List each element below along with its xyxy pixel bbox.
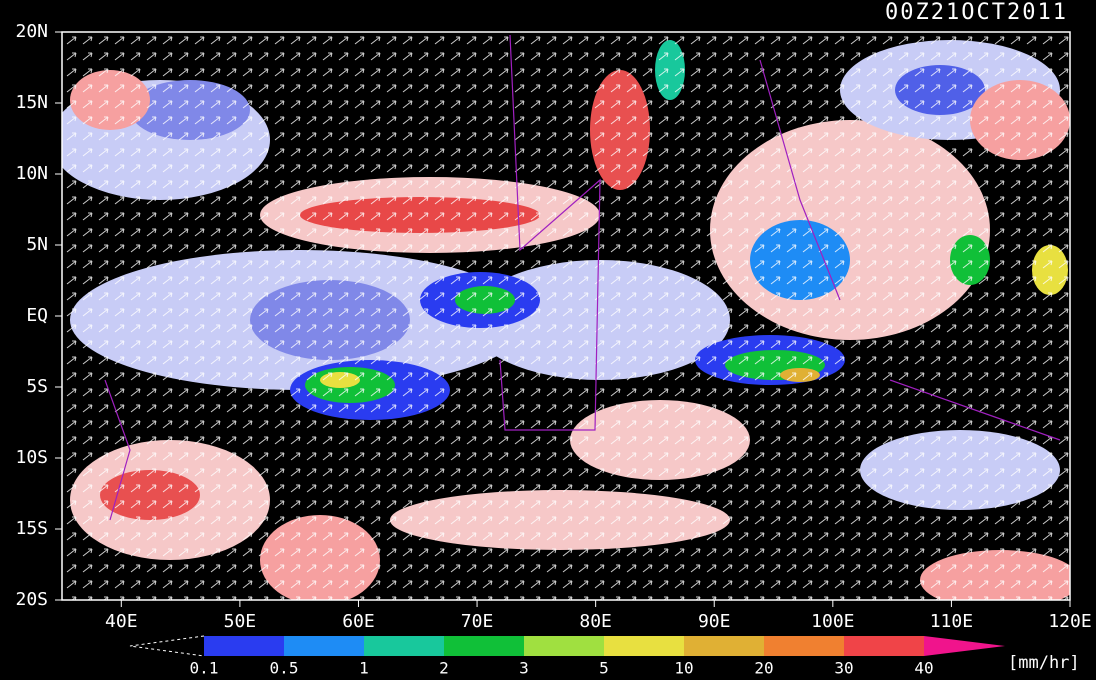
- colorbar-label: 0.5: [270, 659, 299, 678]
- lat-label: 15N: [15, 92, 48, 113]
- lon-label: 60E: [342, 611, 375, 632]
- colorbar-over: [924, 636, 1005, 656]
- colorbar-under: [129, 635, 205, 657]
- colorbar-label: 5: [599, 659, 609, 678]
- lat-label: 10S: [15, 447, 48, 468]
- lat-label: 20N: [15, 21, 48, 42]
- colorbar-segment: [684, 636, 764, 656]
- colorbar-label: 0.1: [190, 659, 219, 678]
- colorbar-segment: [364, 636, 444, 656]
- lon-label: 120E: [1048, 611, 1091, 632]
- map-title: 00Z21OCT2011: [885, 0, 1068, 25]
- colorbar-label: 40: [914, 659, 933, 678]
- lon-label: 100E: [811, 611, 854, 632]
- lon-label: 110E: [930, 611, 973, 632]
- coastlines: [104, 34, 1061, 521]
- lon-label: 50E: [224, 611, 257, 632]
- colorbar-segment: [524, 636, 604, 656]
- lat-label: 5S: [26, 376, 48, 397]
- colorbar-label: 20: [754, 659, 773, 678]
- colorbar-segment: [284, 636, 364, 656]
- wind-arrows: [62, 32, 1070, 600]
- colorbar-segment: [204, 636, 284, 656]
- lon-label: 80E: [579, 611, 612, 632]
- colorbar-label: 30: [834, 659, 853, 678]
- colorbar-segment: [444, 636, 524, 656]
- lat-label: 5N: [26, 234, 48, 255]
- lat-label: 20S: [15, 589, 48, 610]
- colorbar: 0.1 0.5 1 2 3 5 10 20 30 40: [129, 635, 1005, 678]
- lat-label: 15S: [15, 518, 48, 539]
- colorbar-segment: [764, 636, 844, 656]
- lon-axis: 40E 50E 60E 70E 80E 90E 100E 110E 120E: [105, 600, 1092, 632]
- lat-label: EQ: [26, 305, 48, 326]
- lat-label: 10N: [15, 163, 48, 184]
- colorbar-label: 2: [439, 659, 449, 678]
- colorbar-unit: [mm/hr]: [1008, 653, 1080, 673]
- lon-label: 90E: [698, 611, 731, 632]
- lon-label: 40E: [105, 611, 138, 632]
- colorbar-label: 10: [674, 659, 693, 678]
- colorbar-segment: [604, 636, 684, 656]
- colorbar-label: 1: [359, 659, 369, 678]
- colorbar-segment: [844, 636, 924, 656]
- colorbar-label: 3: [519, 659, 529, 678]
- map-area: [62, 32, 1070, 600]
- lat-axis: 20N 15N 10N 5N EQ 5S 10S 15S 20S: [15, 21, 62, 610]
- lon-label: 70E: [461, 611, 494, 632]
